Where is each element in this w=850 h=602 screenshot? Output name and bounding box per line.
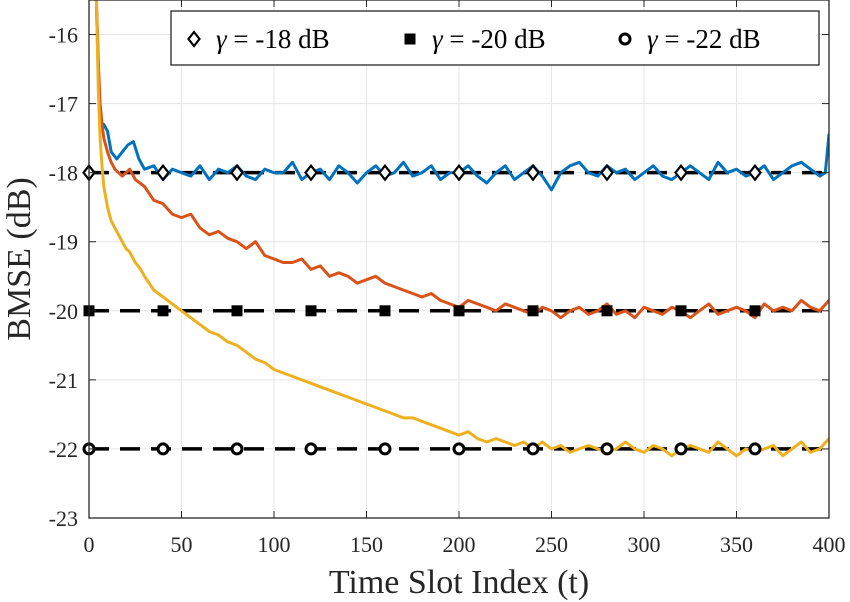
- series-line-orange: [94, 0, 829, 320]
- x-tick-label: 300: [628, 532, 661, 557]
- circle-marker: [674, 442, 688, 456]
- legend-label: γ = -18 dB: [216, 24, 330, 54]
- y-tick-label: -22: [49, 437, 78, 462]
- circle-marker: [600, 442, 614, 456]
- square-marker: [379, 305, 391, 317]
- diamond-marker: [748, 163, 762, 182]
- series-line-yellow: [94, 0, 829, 458]
- circle-marker: [304, 442, 318, 456]
- y-tick-label: -19: [49, 230, 78, 255]
- x-tick-label: 400: [813, 532, 846, 557]
- legend-entry: γ = -22 dB: [618, 24, 761, 54]
- x-tick-label: 350: [720, 532, 753, 557]
- legend: γ = -18 dB γ = -20 dB γ = -22 dB: [170, 10, 820, 66]
- legend-entry: γ = -20 dB: [404, 24, 546, 54]
- diamond-marker: [600, 163, 614, 182]
- legend-diamond-marker: [187, 30, 201, 48]
- diamond-marker: [452, 163, 466, 182]
- square-marker: [601, 305, 613, 317]
- legend-label: γ = -20 dB: [432, 24, 546, 54]
- data-series: [94, 0, 829, 458]
- x-tick-label: 200: [443, 532, 476, 557]
- legend-box: [170, 10, 820, 66]
- y-tick-label: -18: [49, 161, 78, 186]
- x-tick-label: 50: [171, 532, 193, 557]
- square-marker: [231, 305, 243, 317]
- axis-ticks: 0 50 100 150 200 250 300 350 400 -16 -17 -18 -19 -20 -…: [49, 0, 846, 557]
- circle-marker: [156, 442, 170, 456]
- y-tick-label: -17: [49, 92, 78, 117]
- diamond-marker: [304, 163, 318, 182]
- square-marker: [749, 305, 761, 317]
- circle-marker: [526, 442, 540, 456]
- x-axis-title: Time Slot Index (t): [329, 564, 589, 601]
- diamond-marker: [674, 163, 688, 182]
- x-tick-label: 0: [84, 532, 95, 557]
- circle-marker: [452, 442, 466, 456]
- square-marker: [527, 305, 539, 317]
- y-axis-title: BMSE (dB): [1, 177, 38, 340]
- y-tick-label: -23: [49, 506, 78, 531]
- y-tick-label: -16: [49, 23, 78, 48]
- legend-circle-marker: [618, 32, 632, 46]
- circle-marker: [748, 442, 762, 456]
- diamond-marker: [156, 163, 170, 182]
- diamond-marker: [378, 163, 392, 182]
- x-tick-label: 150: [350, 532, 383, 557]
- square-marker: [675, 305, 687, 317]
- x-tick-label: 100: [258, 532, 291, 557]
- y-tick-label: -20: [49, 299, 78, 324]
- diamond-marker: [230, 163, 244, 182]
- legend-label: γ = -22 dB: [647, 24, 761, 54]
- y-tick-label: -21: [49, 368, 78, 393]
- legend-entry: γ = -18 dB: [187, 24, 330, 54]
- legend-square-marker: [404, 33, 416, 45]
- x-tick-label: 250: [535, 532, 568, 557]
- circle-marker: [378, 442, 392, 456]
- diamond-marker: [526, 163, 540, 182]
- square-marker: [453, 305, 465, 317]
- circle-marker: [230, 442, 244, 456]
- reference-markers: [82, 163, 762, 456]
- square-marker: [157, 305, 169, 317]
- series-line-blue: [94, 5, 829, 192]
- square-marker: [305, 305, 317, 317]
